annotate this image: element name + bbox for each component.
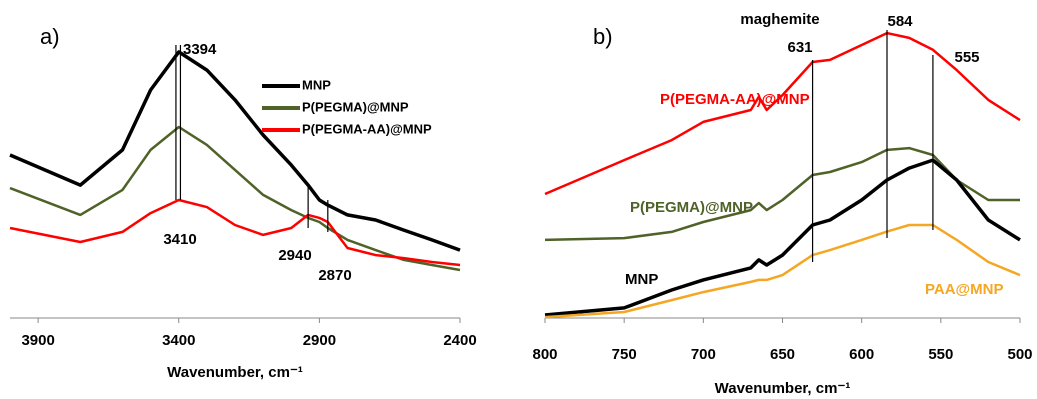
legend-label: P(PEGMA)@MNP	[302, 99, 409, 114]
x-tick-label: 700	[691, 346, 716, 363]
annotation: 584	[887, 13, 913, 30]
x-tick-label: 2900	[303, 332, 336, 349]
series-label: P(PEGMA-AA)@MNP	[660, 91, 810, 108]
x-tick-label: 2400	[443, 332, 476, 349]
series-line	[9, 198, 461, 267]
series-line	[544, 146, 1020, 242]
x-tick-label: 750	[612, 346, 637, 363]
annotation: 3394	[183, 41, 217, 58]
series-line	[9, 125, 461, 272]
x-tick-label: 800	[532, 346, 557, 363]
annotation: 2870	[318, 267, 351, 284]
series-label: P(PEGMA)@MNP	[630, 199, 753, 216]
x-tick-label: 550	[928, 346, 953, 363]
panel-label: a)	[40, 24, 60, 49]
x-tick-label: 3400	[162, 332, 195, 349]
legend-label: P(PEGMA-AA)@MNP	[302, 121, 432, 136]
annotation: maghemite	[740, 11, 819, 28]
series-label: PAA@MNP	[925, 281, 1004, 298]
legend-label: MNP	[302, 77, 331, 92]
x-axis-label: Wavenumber, cm⁻¹	[715, 380, 851, 397]
x-tick-label: 3900	[21, 332, 54, 349]
series-label: MNP	[625, 271, 658, 288]
x-tick-label: 650	[770, 346, 795, 363]
x-tick-label: 600	[849, 346, 874, 363]
annotation: 2940	[278, 247, 311, 264]
x-tick-label: 500	[1007, 346, 1032, 363]
annotation: 555	[954, 49, 979, 66]
annotation: 631	[787, 39, 812, 56]
x-axis-label: Wavenumber, cm⁻¹	[167, 364, 303, 381]
series-line	[9, 50, 461, 252]
panel-label: b)	[593, 24, 613, 49]
annotation: 3410	[163, 231, 196, 248]
